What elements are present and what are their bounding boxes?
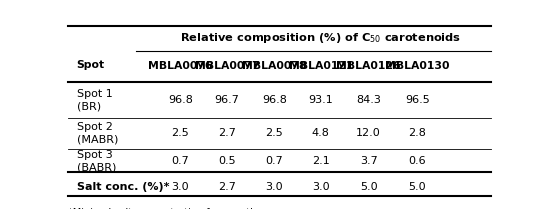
Text: Spot: Spot	[76, 60, 105, 70]
Text: MBLA0121: MBLA0121	[289, 61, 353, 71]
Text: MBLA0076: MBLA0076	[148, 61, 213, 71]
Text: 0.6: 0.6	[408, 156, 426, 166]
Text: Spot 1
(BR): Spot 1 (BR)	[76, 89, 112, 111]
Text: 84.3: 84.3	[356, 95, 381, 105]
Text: 5.0: 5.0	[408, 182, 426, 192]
Text: 4.8: 4.8	[312, 128, 330, 138]
Text: Relative composition (%) of C$_{50}$ carotenoids: Relative composition (%) of C$_{50}$ car…	[181, 31, 462, 45]
Text: 2.1: 2.1	[312, 156, 330, 166]
Text: 2.5: 2.5	[171, 128, 189, 138]
Text: 0.7: 0.7	[171, 156, 189, 166]
Text: 3.7: 3.7	[360, 156, 378, 166]
Text: 3.0: 3.0	[265, 182, 283, 192]
Text: MBLA0130: MBLA0130	[385, 61, 449, 71]
Text: 96.8: 96.8	[262, 95, 287, 105]
Text: 96.5: 96.5	[405, 95, 430, 105]
Text: 0.7: 0.7	[265, 156, 283, 166]
Text: 96.7: 96.7	[215, 95, 239, 105]
Text: MBLA0078: MBLA0078	[242, 61, 306, 71]
Text: 93.1: 93.1	[308, 95, 333, 105]
Text: 2.7: 2.7	[218, 182, 236, 192]
Text: *Minimal salt concentration for growth: *Minimal salt concentration for growth	[68, 208, 257, 209]
Text: 3.0: 3.0	[312, 182, 330, 192]
Text: 0.5: 0.5	[218, 156, 236, 166]
Text: Spot 3
(BABR): Spot 3 (BABR)	[76, 150, 116, 172]
Text: 2.5: 2.5	[265, 128, 283, 138]
Text: 2.8: 2.8	[408, 128, 426, 138]
Text: 5.0: 5.0	[360, 182, 377, 192]
Text: 12.0: 12.0	[357, 128, 381, 138]
Text: MBLA0077: MBLA0077	[194, 61, 259, 71]
Text: 2.7: 2.7	[218, 128, 236, 138]
Text: Spot 2
(MABR): Spot 2 (MABR)	[76, 122, 118, 144]
Text: 3.0: 3.0	[171, 182, 189, 192]
Text: Salt conc. (%)*: Salt conc. (%)*	[76, 182, 169, 192]
Text: 96.8: 96.8	[168, 95, 193, 105]
Text: MBLA0126: MBLA0126	[336, 61, 401, 71]
